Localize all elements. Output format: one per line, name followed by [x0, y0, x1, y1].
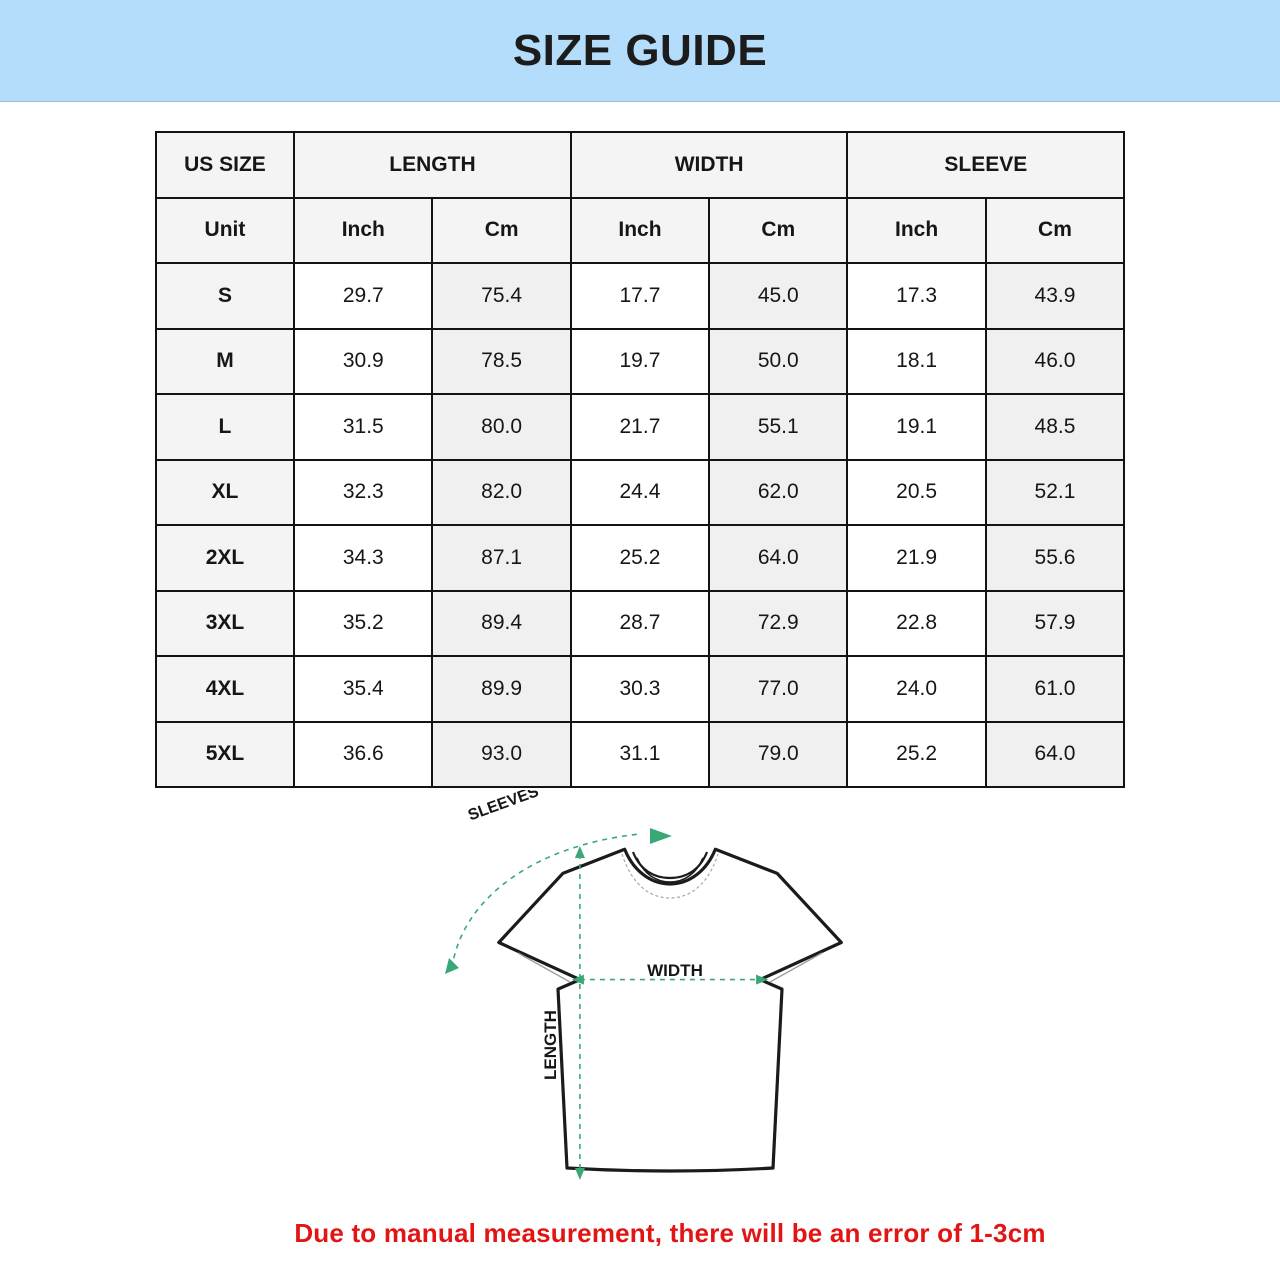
svg-text:WIDTH: WIDTH	[647, 961, 703, 980]
svg-text:SLEEVES: SLEEVES	[466, 790, 541, 824]
svg-text:LENGTH: LENGTH	[541, 1010, 560, 1080]
